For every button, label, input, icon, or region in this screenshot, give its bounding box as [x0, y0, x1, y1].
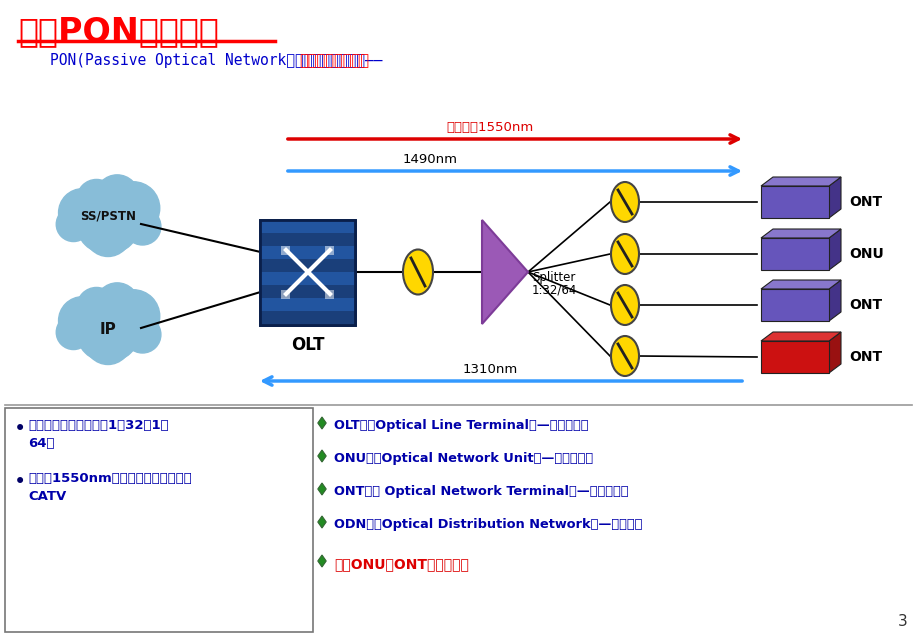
Bar — [260, 220, 355, 324]
Polygon shape — [317, 483, 326, 495]
Bar — [325, 245, 335, 255]
Polygon shape — [828, 332, 840, 373]
Bar — [281, 289, 290, 299]
Polygon shape — [828, 177, 840, 218]
Text: 注：ONU或ONT是一回事。: 注：ONU或ONT是一回事。 — [334, 557, 469, 571]
Bar — [260, 272, 355, 285]
Text: SS/PSTN: SS/PSTN — [80, 210, 136, 222]
Text: 可叠加1550nm传送第三波长业务，如: 可叠加1550nm传送第三波长业务，如 — [28, 472, 191, 485]
Circle shape — [107, 290, 160, 343]
Bar — [760, 289, 828, 321]
Bar — [260, 298, 355, 311]
Circle shape — [77, 287, 116, 327]
Text: IP: IP — [99, 322, 116, 338]
Polygon shape — [760, 280, 840, 289]
Text: 1490nm: 1490nm — [403, 153, 457, 166]
Text: OLT: OLT — [291, 336, 324, 355]
Bar — [325, 289, 335, 299]
Circle shape — [124, 316, 161, 353]
Text: 第三波长1550nm: 第三波长1550nm — [446, 121, 533, 134]
Text: ONT: ONT — [848, 350, 881, 364]
Ellipse shape — [610, 182, 639, 222]
Circle shape — [59, 189, 107, 237]
Polygon shape — [828, 229, 840, 270]
Text: 一、PON技术原理: 一、PON技术原理 — [18, 15, 219, 48]
Text: ONT：（ Optical Network Terminal）—光网络终端: ONT：（ Optical Network Terminal）—光网络终端 — [334, 485, 628, 498]
Bar — [260, 220, 355, 233]
Polygon shape — [317, 516, 326, 528]
Polygon shape — [828, 280, 840, 321]
Polygon shape — [317, 417, 326, 429]
Text: •: • — [14, 419, 27, 439]
Polygon shape — [482, 220, 528, 324]
Ellipse shape — [610, 234, 639, 274]
Text: 3: 3 — [897, 614, 907, 629]
Bar — [260, 220, 355, 324]
Circle shape — [77, 180, 116, 218]
Text: 64）: 64） — [28, 437, 54, 450]
Ellipse shape — [610, 285, 639, 325]
Bar — [281, 245, 290, 255]
Text: ONU: ONU — [848, 247, 883, 261]
Text: 点到多点结构，分光比1：32（1：: 点到多点结构，分光比1：32（1： — [28, 419, 168, 432]
Text: 系统组成如下图：: 系统组成如下图： — [299, 53, 369, 68]
Circle shape — [96, 283, 139, 327]
Circle shape — [85, 210, 130, 257]
Polygon shape — [760, 332, 840, 341]
Text: OLT：（Optical Line Terminal）—光线路终端: OLT：（Optical Line Terminal）—光线路终端 — [334, 419, 588, 432]
Bar — [260, 233, 355, 246]
Polygon shape — [317, 450, 326, 462]
Ellipse shape — [610, 336, 639, 376]
Bar — [5, 408, 312, 632]
Text: CATV: CATV — [28, 490, 66, 503]
Text: 1:32/64: 1:32/64 — [531, 283, 577, 296]
Text: ODN：（Optical Distribution Network）—光分配网: ODN：（Optical Distribution Network）—光分配网 — [334, 518, 641, 531]
Circle shape — [75, 298, 140, 362]
Bar — [260, 259, 355, 272]
Bar — [760, 238, 828, 270]
Text: ONU：（Optical Network Unit）—光网络单元: ONU：（Optical Network Unit）—光网络单元 — [334, 452, 593, 465]
Circle shape — [96, 175, 139, 218]
Circle shape — [124, 208, 161, 245]
Bar — [260, 311, 355, 324]
Bar — [760, 341, 828, 373]
Circle shape — [85, 318, 130, 364]
Text: PON(Passive Optical Network，无源光网络）技术——: PON(Passive Optical Network，无源光网络）技术—— — [50, 53, 382, 68]
Bar — [260, 285, 355, 298]
Circle shape — [59, 297, 107, 345]
Bar — [760, 186, 828, 218]
Circle shape — [75, 190, 140, 254]
Circle shape — [107, 182, 160, 234]
Text: ONT: ONT — [848, 298, 881, 312]
Polygon shape — [317, 555, 326, 567]
Ellipse shape — [403, 250, 433, 294]
Text: 1310nm: 1310nm — [462, 363, 517, 376]
Text: •: • — [14, 472, 27, 492]
Text: ONT: ONT — [848, 195, 881, 209]
Polygon shape — [760, 177, 840, 186]
Polygon shape — [760, 229, 840, 238]
Circle shape — [56, 207, 91, 241]
Circle shape — [56, 315, 91, 350]
Text: Splitter: Splitter — [531, 271, 574, 283]
Bar — [260, 246, 355, 259]
